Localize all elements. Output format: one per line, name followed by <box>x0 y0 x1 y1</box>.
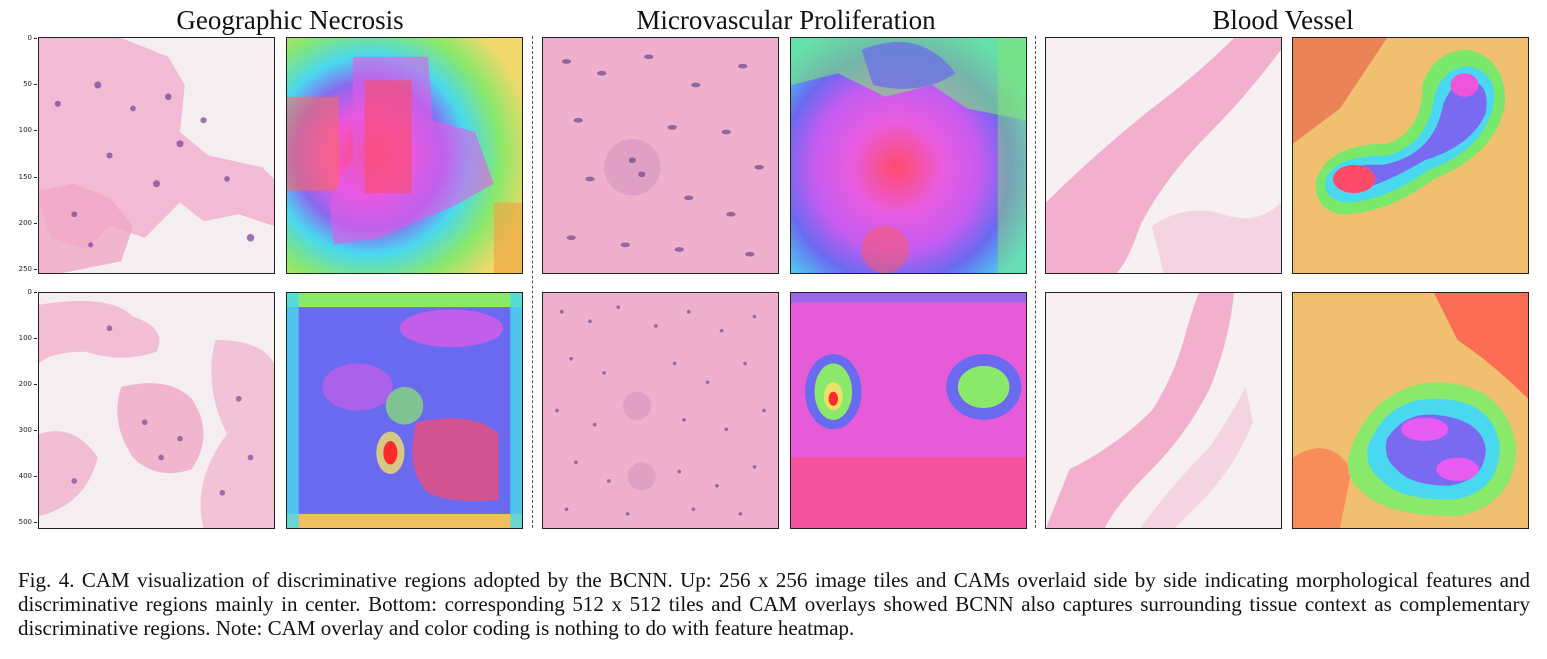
title-microvascular-proliferation: Microvascular Proliferation <box>636 5 936 35</box>
vessel-tile-256 <box>1045 37 1282 274</box>
column-separator <box>1035 36 1036 528</box>
ytick-label: 0 <box>6 34 37 42</box>
column-separator <box>532 36 533 528</box>
necrosis-cam-256 <box>286 37 523 274</box>
microvascular-cam-512 <box>790 292 1027 529</box>
ytick-label: 200 <box>6 219 37 227</box>
vessel-tile-512 <box>1045 292 1282 529</box>
necrosis-cam-512 <box>286 292 523 529</box>
microvascular-tile-256 <box>542 37 779 274</box>
ytick-label: 250 <box>6 265 37 273</box>
ytick-label: 100 <box>6 126 37 134</box>
vessel-cam-512 <box>1292 292 1529 529</box>
ytick-label: 100 <box>6 334 37 342</box>
title-blood-vessel: Blood Vessel <box>1212 5 1354 35</box>
ytick-label: 0 <box>6 288 37 296</box>
title-geographic-necrosis: Geographic Necrosis <box>176 5 404 35</box>
ytick-label: 300 <box>6 426 37 434</box>
vessel-cam-256 <box>1292 37 1529 274</box>
ytick-label: 50 <box>6 80 37 88</box>
necrosis-tile-512 <box>38 292 275 529</box>
ytick-label: 400 <box>6 472 37 480</box>
ytick-label: 150 <box>6 173 37 181</box>
microvascular-tile-512 <box>542 292 779 529</box>
ytick-label: 500 <box>6 518 37 526</box>
ytick-label: 200 <box>6 380 37 388</box>
microvascular-cam-256 <box>790 37 1027 274</box>
necrosis-tile-256 <box>38 37 275 274</box>
figure-caption: Fig. 4. CAM visualization of discriminat… <box>18 568 1530 640</box>
